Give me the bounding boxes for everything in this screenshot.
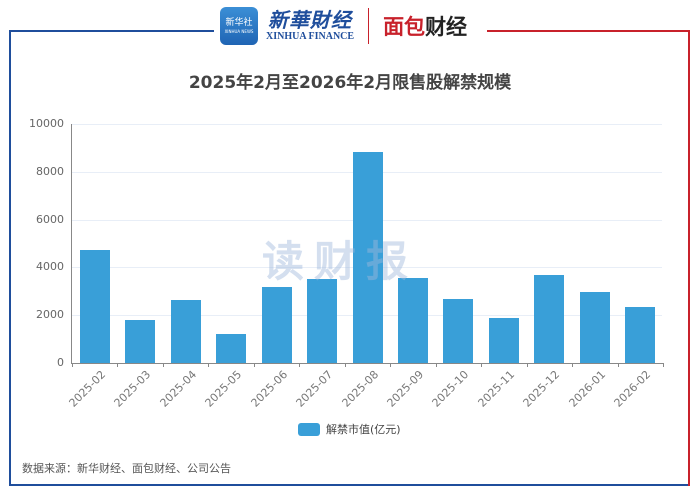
x-tick bbox=[390, 363, 392, 367]
frame-top-left-border bbox=[9, 30, 214, 32]
x-tick bbox=[344, 363, 346, 367]
x-tick-label: 2025-04 bbox=[157, 368, 199, 410]
x-tick bbox=[253, 363, 255, 367]
y-tick-label: 8000 bbox=[36, 164, 64, 178]
frame-bottom-border bbox=[9, 484, 689, 486]
x-tick-label: 2025-07 bbox=[293, 368, 336, 410]
bar-2026-02[interactable] bbox=[625, 307, 656, 363]
frame-left-border bbox=[9, 30, 11, 486]
x-tick-label: 2026-02 bbox=[611, 368, 654, 410]
x-tick-label: 2025-05 bbox=[202, 368, 245, 410]
x-tick-label: 2025-12 bbox=[520, 368, 563, 410]
y-tick-label: 2000 bbox=[36, 308, 64, 322]
x-tick-label: 2025-02 bbox=[66, 368, 108, 410]
y-tick-label: 0 bbox=[57, 356, 64, 369]
mianbao-red-text: 面包 bbox=[383, 15, 426, 39]
data-source: 数据来源：新华财经、面包财经、公司公告 bbox=[22, 462, 231, 475]
xinhua-badge-cn: 新华社 bbox=[225, 18, 253, 28]
legend-swatch bbox=[298, 422, 320, 436]
y-tick-label: 4000 bbox=[36, 260, 64, 274]
frame-right-border bbox=[688, 30, 690, 486]
x-tick-label: 2026-01 bbox=[566, 368, 608, 410]
x-tick bbox=[663, 363, 664, 367]
x-tick-label: 2025-06 bbox=[248, 368, 290, 410]
legend-label: 解禁市值(亿元) bbox=[326, 423, 401, 436]
bar-2025-06[interactable] bbox=[261, 286, 292, 363]
chart-title: 2025年2月至2026年2月限售股解禁规模 bbox=[188, 73, 512, 93]
x-tick bbox=[162, 363, 164, 367]
bar-2025-04[interactable] bbox=[170, 299, 201, 363]
header-logos: 新华社 XINHUA NEWS 新華財经 XINHUA FINANCE 面包财经 bbox=[220, 6, 467, 46]
x-tick-label: 2025-10 bbox=[429, 368, 472, 410]
x-tick bbox=[72, 363, 73, 367]
mianbao-finance-logo: 面包财经 bbox=[383, 11, 467, 41]
xinhua-finance-logo: 新華財经 XINHUA FINANCE bbox=[266, 9, 354, 43]
bar-2025-10[interactable] bbox=[443, 298, 474, 363]
frame-top-right-border bbox=[487, 30, 690, 32]
mianbao-dark-text: 财经 bbox=[425, 15, 468, 39]
bar-2025-12[interactable] bbox=[534, 275, 565, 363]
x-tick bbox=[435, 363, 437, 367]
y-tick-label: 10000 bbox=[29, 117, 64, 130]
xinhua-finance-en: XINHUA FINANCE bbox=[266, 31, 355, 42]
xinhua-finance-cn: 新華財经 bbox=[268, 8, 353, 32]
bar-2025-07[interactable] bbox=[307, 279, 338, 363]
x-tick-label: 2025-11 bbox=[475, 368, 518, 410]
x-tick bbox=[481, 363, 483, 367]
x-tick-label: 2025-08 bbox=[338, 368, 381, 410]
legend[interactable]: 解禁市值(亿元) bbox=[298, 421, 401, 437]
x-tick bbox=[617, 363, 619, 367]
bar-2026-01[interactable] bbox=[579, 292, 610, 363]
watermark: 读财报 bbox=[262, 237, 419, 286]
x-tick bbox=[117, 363, 119, 367]
bar-2025-11[interactable] bbox=[488, 318, 519, 363]
x-tick bbox=[208, 363, 210, 367]
logo-separator bbox=[368, 8, 370, 44]
bar-2025-03[interactable] bbox=[125, 319, 156, 363]
bar-2025-08[interactable] bbox=[352, 151, 383, 363]
x-tick bbox=[299, 363, 301, 367]
x-tick-label: 2025-03 bbox=[111, 368, 154, 410]
bar-2025-05[interactable] bbox=[216, 334, 247, 363]
xinhua-badge-en: XINHUA NEWS bbox=[224, 29, 254, 34]
x-tick-label: 2025-09 bbox=[384, 368, 427, 410]
x-axis bbox=[71, 363, 663, 364]
bar-2025-09[interactable] bbox=[397, 277, 428, 363]
y-tick-label: 6000 bbox=[36, 212, 64, 226]
gridline bbox=[72, 124, 662, 125]
bar-2025-02[interactable] bbox=[79, 249, 110, 363]
xinhua-news-logo: 新华社 XINHUA NEWS bbox=[220, 7, 258, 45]
x-tick bbox=[572, 363, 574, 367]
x-tick bbox=[526, 363, 528, 367]
y-axis bbox=[71, 124, 72, 364]
